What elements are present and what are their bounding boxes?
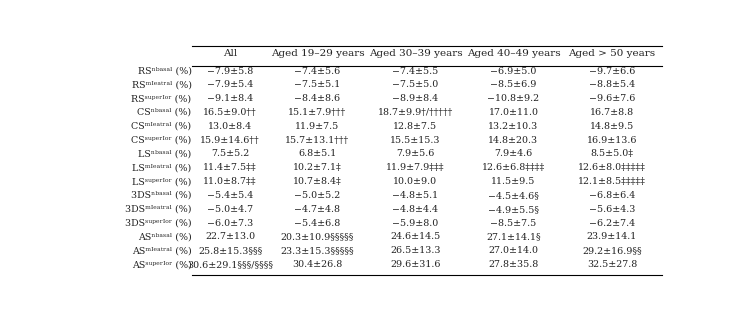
Text: −4.8±5.1: −4.8±5.1 — [392, 191, 439, 200]
Text: RSⁿᵇᵃˢᵃˡ (%): RSⁿᵇᵃˢᵃˡ (%) — [137, 66, 192, 76]
Text: −5.9±8.0: −5.9±8.0 — [392, 219, 439, 228]
Text: −7.4±5.5: −7.4±5.5 — [392, 66, 439, 76]
Text: ASˢᵘᵖᵉʳᴵᵒʳ (%): ASˢᵘᵖᵉʳᴵᵒʳ (%) — [132, 260, 192, 269]
Text: 24.6±14.5: 24.6±14.5 — [390, 232, 440, 241]
Text: 17.0±11.0: 17.0±11.0 — [488, 108, 539, 117]
Text: 12.6±8.0‡‡‡‡‡: 12.6±8.0‡‡‡‡‡ — [578, 163, 646, 172]
Text: −4.9±5.5§: −4.9±5.5§ — [488, 205, 539, 214]
Text: −8.9±8.4: −8.9±8.4 — [392, 94, 439, 103]
Text: 3DSˢᵘᵖᵉʳᴵᵒʳ (%): 3DSˢᵘᵖᵉʳᴵᵒʳ (%) — [125, 219, 192, 228]
Text: LSⁿᵇᵃˢᵃˡ (%): LSⁿᵇᵃˢᵃˡ (%) — [138, 150, 192, 158]
Text: 26.5±13.3: 26.5±13.3 — [390, 246, 441, 255]
Text: −7.5±5.1: −7.5±5.1 — [294, 80, 340, 89]
Text: 12.1±8.5‡‡‡‡‡: 12.1±8.5‡‡‡‡‡ — [578, 177, 646, 186]
Text: ASᵐᴵᵉᵃᵗʳᵃˡ (%): ASᵐᴵᵉᵃᵗʳᵃˡ (%) — [132, 246, 192, 255]
Text: 13.0±8.4: 13.0±8.4 — [208, 122, 252, 131]
Text: 22.7±13.0: 22.7±13.0 — [205, 232, 255, 241]
Text: 15.9±14.6††: 15.9±14.6†† — [200, 136, 259, 145]
Text: 25.8±15.3§§§: 25.8±15.3§§§ — [198, 246, 262, 255]
Text: −5.0±5.2: −5.0±5.2 — [294, 191, 340, 200]
Text: Aged 30–39 years: Aged 30–39 years — [369, 49, 462, 58]
Text: 11.5±9.5: 11.5±9.5 — [491, 177, 536, 186]
Text: 16.5±9.0††: 16.5±9.0†† — [203, 108, 257, 117]
Text: Aged 19–29 years: Aged 19–29 years — [270, 49, 365, 58]
Text: −5.6±4.3: −5.6±4.3 — [589, 205, 635, 214]
Text: −9.7±6.6: −9.7±6.6 — [589, 66, 635, 76]
Text: 7.9±4.6: 7.9±4.6 — [494, 150, 533, 158]
Text: 12.6±6.8‡‡‡‡: 12.6±6.8‡‡‡‡ — [481, 163, 545, 172]
Text: 12.8±7.5: 12.8±7.5 — [393, 122, 437, 131]
Text: 15.7±13.1†††: 15.7±13.1††† — [285, 136, 350, 145]
Text: −9.6±7.6: −9.6±7.6 — [589, 94, 635, 103]
Text: −7.4±5.6: −7.4±5.6 — [294, 66, 340, 76]
Text: 7.9±5.6: 7.9±5.6 — [396, 150, 434, 158]
Text: 14.8±20.3: 14.8±20.3 — [488, 136, 539, 145]
Text: 13.2±10.3: 13.2±10.3 — [488, 122, 539, 131]
Text: ASⁿᵇᵃˢᵃˡ (%): ASⁿᵇᵃˢᵃˡ (%) — [137, 232, 192, 241]
Text: LSᵐᴵᵉᵃᵗʳᵃˡ (%): LSᵐᴵᵉᵃᵗʳᵃˡ (%) — [132, 163, 192, 172]
Text: 23.9±14.1: 23.9±14.1 — [587, 232, 637, 241]
Text: CSⁿᵇᵃˢᵃˡ (%): CSⁿᵇᵃˢᵃˡ (%) — [137, 108, 192, 117]
Text: −4.7±4.8: −4.7±4.8 — [295, 205, 340, 214]
Text: 27.0±14.0: 27.0±14.0 — [488, 246, 539, 255]
Text: RSˢᵘᵖᵉʳᴵᵒʳ (%): RSˢᵘᵖᵉʳᴵᵒʳ (%) — [132, 94, 192, 103]
Text: 29.6±31.6: 29.6±31.6 — [390, 260, 441, 269]
Text: RSᵐᴵᵉᵃᵗʳᵃˡ (%): RSᵐᴵᵉᵃᵗʳᵃˡ (%) — [132, 80, 192, 89]
Text: CSˢᵘᵖᵉʳᴵᵒʳ (%): CSˢᵘᵖᵉʳᴵᵒʳ (%) — [132, 136, 192, 145]
Text: −6.2±7.4: −6.2±7.4 — [589, 219, 635, 228]
Text: −7.9±5.8: −7.9±5.8 — [207, 66, 253, 76]
Text: LSˢᵘᵖᵉʳᴵᵒʳ (%): LSˢᵘᵖᵉʳᴵᵒʳ (%) — [132, 177, 192, 186]
Text: 3DSⁿᵇᵃˢᵃˡ (%): 3DSⁿᵇᵃˢᵃˡ (%) — [131, 191, 192, 200]
Text: All: All — [223, 49, 237, 58]
Text: 18.7±9.9†/†††††: 18.7±9.9†/††††† — [378, 108, 453, 117]
Text: −5.4±5.4: −5.4±5.4 — [207, 191, 253, 200]
Text: −7.5±5.0: −7.5±5.0 — [392, 80, 439, 89]
Text: 32.5±27.8: 32.5±27.8 — [587, 260, 637, 269]
Text: 30.6±29.1§§§/§§§§: 30.6±29.1§§§/§§§§ — [187, 260, 273, 269]
Text: −6.9±5.0: −6.9±5.0 — [490, 66, 537, 76]
Text: Aged 40–49 years: Aged 40–49 years — [467, 49, 560, 58]
Text: −6.8±6.4: −6.8±6.4 — [589, 191, 635, 200]
Text: 27.1±14.1§: 27.1±14.1§ — [486, 232, 541, 241]
Text: 14.8±9.5: 14.8±9.5 — [589, 122, 634, 131]
Text: CSᵐᴵᵉᵃᵗʳᵃˡ (%): CSᵐᴵᵉᵃᵗʳᵃˡ (%) — [132, 122, 192, 131]
Text: 10.0±9.0: 10.0±9.0 — [393, 177, 437, 186]
Text: 30.4±26.8: 30.4±26.8 — [293, 260, 343, 269]
Text: −5.4±6.8: −5.4±6.8 — [294, 219, 340, 228]
Text: 3DSᵐᴵᵉᵃᵗʳᵃˡ (%): 3DSᵐᴵᵉᵃᵗʳᵃˡ (%) — [125, 205, 192, 214]
Text: Aged > 50 years: Aged > 50 years — [568, 49, 656, 58]
Text: 11.9±7.9‡‡‡: 11.9±7.9‡‡‡ — [386, 163, 445, 172]
Text: −8.4±8.6: −8.4±8.6 — [295, 94, 340, 103]
Text: −6.0±7.3: −6.0±7.3 — [207, 219, 253, 228]
Text: −9.1±8.4: −9.1±8.4 — [207, 94, 253, 103]
Text: 16.9±13.6: 16.9±13.6 — [587, 136, 637, 145]
Text: 27.8±35.8: 27.8±35.8 — [488, 260, 539, 269]
Text: 11.4±7.5‡‡: 11.4±7.5‡‡ — [203, 163, 257, 172]
Text: 6.8±5.1: 6.8±5.1 — [298, 150, 337, 158]
Text: 8.5±5.0‡: 8.5±5.0‡ — [590, 150, 634, 158]
Text: −8.5±6.9: −8.5±6.9 — [490, 80, 537, 89]
Text: 16.7±8.8: 16.7±8.8 — [590, 108, 634, 117]
Text: 29.2±16.9§§: 29.2±16.9§§ — [582, 246, 642, 255]
Text: 15.5±15.3: 15.5±15.3 — [390, 136, 441, 145]
Text: 10.2±7.1‡: 10.2±7.1‡ — [293, 163, 342, 172]
Text: −10.8±9.2: −10.8±9.2 — [487, 94, 539, 103]
Text: 20.3±10.9§§§§§: 20.3±10.9§§§§§ — [281, 232, 354, 241]
Text: 10.7±8.4‡: 10.7±8.4‡ — [293, 177, 342, 186]
Text: 11.9±7.5: 11.9±7.5 — [295, 122, 340, 131]
Text: −8.5±7.5: −8.5±7.5 — [490, 219, 537, 228]
Text: −4.5±4.6§: −4.5±4.6§ — [488, 191, 539, 200]
Text: 11.0±8.7‡‡: 11.0±8.7‡‡ — [204, 177, 257, 186]
Text: −4.8±4.4: −4.8±4.4 — [392, 205, 438, 214]
Text: −7.9±5.4: −7.9±5.4 — [207, 80, 253, 89]
Text: −8.8±5.4: −8.8±5.4 — [589, 80, 635, 89]
Text: 23.3±15.3§§§§§: 23.3±15.3§§§§§ — [281, 246, 354, 255]
Text: 7.5±5.2: 7.5±5.2 — [211, 150, 249, 158]
Text: −5.0±4.7: −5.0±4.7 — [207, 205, 253, 214]
Text: 15.1±7.9†††: 15.1±7.9††† — [288, 108, 346, 117]
